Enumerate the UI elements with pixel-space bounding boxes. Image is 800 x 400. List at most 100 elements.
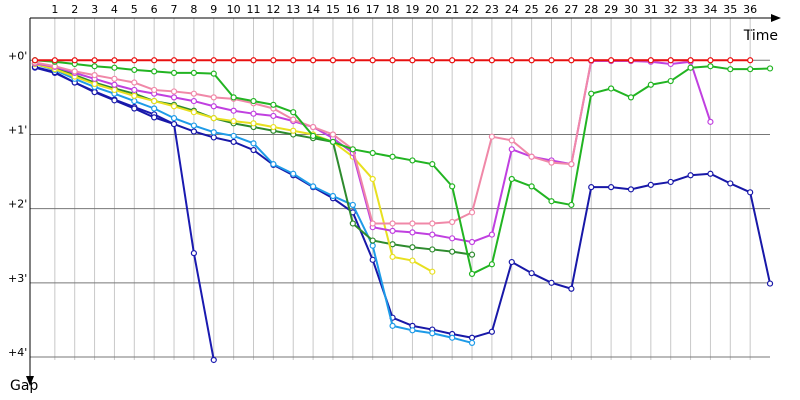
data-point bbox=[349, 146, 356, 153]
data-point bbox=[508, 146, 515, 153]
data-point bbox=[429, 57, 436, 64]
data-point bbox=[190, 122, 197, 129]
data-point bbox=[131, 57, 138, 64]
x-tick-label: 24 bbox=[505, 3, 519, 16]
data-point bbox=[210, 129, 217, 136]
data-point bbox=[508, 175, 515, 183]
data-point bbox=[71, 68, 78, 75]
data-point bbox=[270, 112, 277, 120]
data-point bbox=[230, 57, 237, 64]
data-point bbox=[210, 70, 217, 77]
x-tick-label: 1 bbox=[51, 3, 58, 16]
data-point bbox=[250, 146, 257, 154]
data-point bbox=[409, 244, 416, 251]
y-tick-label: +0' bbox=[8, 49, 27, 62]
data-point bbox=[91, 72, 98, 79]
data-point bbox=[488, 261, 495, 268]
data-point bbox=[389, 57, 396, 64]
data-point bbox=[111, 81, 118, 88]
data-point bbox=[588, 90, 595, 97]
data-point bbox=[170, 115, 178, 122]
data-point bbox=[230, 94, 237, 101]
data-point bbox=[250, 110, 257, 117]
data-point bbox=[111, 57, 118, 64]
data-point bbox=[449, 57, 456, 64]
data-point bbox=[488, 231, 495, 238]
data-point bbox=[230, 118, 237, 125]
x-axis-arrow bbox=[771, 14, 781, 22]
data-point bbox=[329, 138, 337, 145]
data-point bbox=[151, 105, 158, 112]
x-tick-label: 36 bbox=[743, 3, 757, 16]
x-tick-label: 28 bbox=[584, 3, 598, 16]
data-point bbox=[250, 140, 257, 147]
data-point bbox=[51, 57, 58, 64]
data-point bbox=[468, 209, 476, 216]
data-point bbox=[349, 220, 356, 227]
data-point bbox=[766, 280, 774, 287]
y-axis-arrow bbox=[26, 376, 34, 386]
x-axis-title: Time bbox=[743, 28, 778, 44]
data-point bbox=[290, 116, 297, 123]
data-point bbox=[329, 192, 337, 200]
data-point bbox=[429, 161, 436, 168]
data-point bbox=[131, 86, 138, 94]
x-tick-label: 22 bbox=[465, 3, 479, 16]
data-point bbox=[409, 57, 416, 64]
data-point bbox=[409, 327, 416, 334]
data-point bbox=[329, 57, 337, 64]
data-point bbox=[429, 246, 436, 253]
data-point bbox=[468, 57, 476, 64]
x-tick-label: 13 bbox=[286, 3, 300, 16]
data-point bbox=[270, 57, 277, 64]
data-point bbox=[310, 57, 317, 64]
data-point bbox=[627, 186, 635, 193]
data-point bbox=[548, 198, 555, 205]
data-point bbox=[270, 123, 277, 131]
data-point bbox=[170, 57, 178, 64]
data-point bbox=[190, 97, 197, 105]
data-point bbox=[389, 153, 396, 160]
data-point bbox=[488, 328, 495, 335]
data-point bbox=[151, 97, 158, 105]
x-tick-label: 9 bbox=[210, 3, 217, 16]
data-point bbox=[131, 79, 138, 86]
data-point bbox=[389, 322, 396, 329]
data-point bbox=[468, 339, 476, 347]
data-point bbox=[210, 356, 217, 364]
data-point bbox=[230, 132, 237, 140]
x-tick-label: 15 bbox=[326, 3, 340, 16]
data-point bbox=[190, 250, 197, 257]
data-point bbox=[429, 231, 436, 238]
series-line bbox=[34, 66, 215, 361]
data-point bbox=[548, 159, 555, 166]
data-point bbox=[151, 57, 158, 64]
data-point bbox=[687, 57, 694, 64]
data-point bbox=[170, 88, 178, 95]
data-point bbox=[290, 127, 297, 134]
data-point bbox=[31, 57, 39, 64]
x-tick-label: 29 bbox=[604, 3, 618, 16]
data-point bbox=[607, 57, 615, 64]
x-tick-label: 2 bbox=[71, 3, 78, 16]
data-point bbox=[230, 107, 237, 114]
x-tick-label: 8 bbox=[190, 3, 197, 16]
data-point bbox=[290, 57, 297, 64]
data-point bbox=[667, 77, 674, 85]
data-point bbox=[369, 149, 376, 157]
x-tick-label: 10 bbox=[227, 3, 241, 16]
data-point bbox=[349, 201, 356, 209]
x-tick-label: 16 bbox=[346, 3, 360, 16]
data-point bbox=[707, 118, 714, 125]
data-point bbox=[190, 128, 197, 135]
y-tick-label: +3' bbox=[8, 272, 27, 285]
data-point bbox=[707, 57, 714, 64]
data-point bbox=[687, 64, 694, 71]
series-line bbox=[34, 59, 771, 275]
x-tick-label: 20 bbox=[425, 3, 439, 16]
data-point bbox=[607, 184, 615, 191]
data-point bbox=[647, 181, 654, 189]
data-point bbox=[687, 172, 694, 179]
data-point bbox=[329, 131, 337, 138]
data-point bbox=[131, 97, 138, 105]
